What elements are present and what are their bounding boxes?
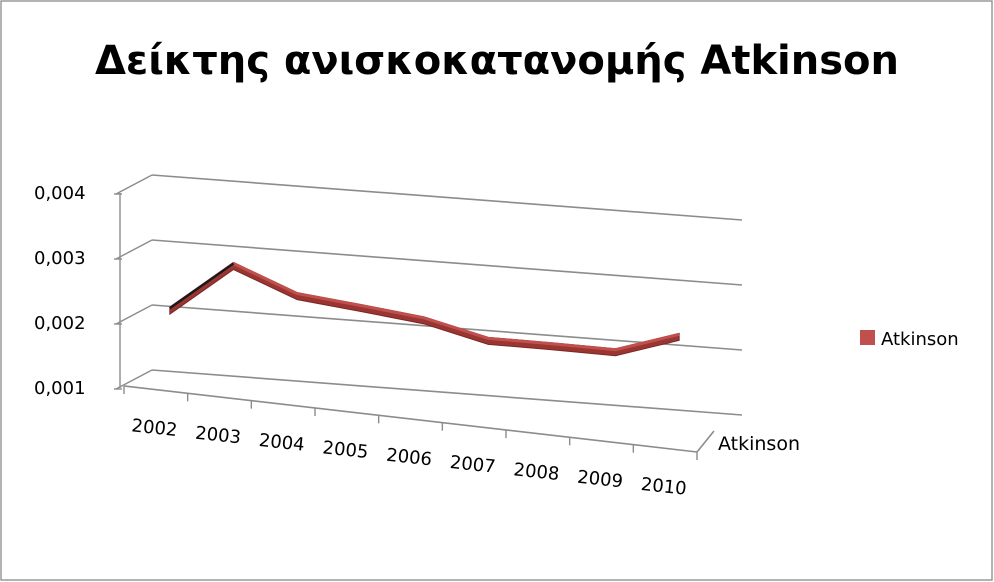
x-tick-label: 2008 <box>513 459 561 485</box>
legend-swatch <box>860 330 875 345</box>
x-tick-label: 2002 <box>131 415 179 441</box>
series-line-atkinson <box>168 262 680 352</box>
x-tick-label: 2003 <box>194 423 242 449</box>
y-tick-label: 0,002 <box>34 313 86 334</box>
x-tick-label: 2009 <box>576 467 624 493</box>
gridline <box>151 369 743 416</box>
gridline <box>151 174 743 221</box>
depth-axis-label: Atkinson <box>718 433 800 455</box>
x-axis-line <box>123 385 698 453</box>
side-gridline <box>115 239 153 260</box>
chart-title: Δείκτης ανισκοκατανομής Atkinson <box>94 38 900 84</box>
side-gridline <box>115 174 153 195</box>
x-tick-label: 2010 <box>640 474 688 500</box>
y-tick-label: 0,003 <box>34 248 86 269</box>
x-tick-label: 2005 <box>322 437 370 463</box>
floor-right-edge <box>696 430 715 453</box>
side-gridline <box>115 304 153 325</box>
side-gridline <box>115 369 153 390</box>
y-tick-label: 0,001 <box>34 378 86 399</box>
series-ribbon <box>169 261 680 357</box>
y-tick-label: 0,004 <box>34 183 86 204</box>
x-tick-label: 2007 <box>449 452 497 478</box>
gridline <box>151 239 743 286</box>
x-tick-label: 2006 <box>385 445 433 471</box>
series-shadow-edge <box>169 262 235 310</box>
x-tick-label: 2004 <box>258 430 306 456</box>
legend-label: Atkinson <box>881 329 959 350</box>
